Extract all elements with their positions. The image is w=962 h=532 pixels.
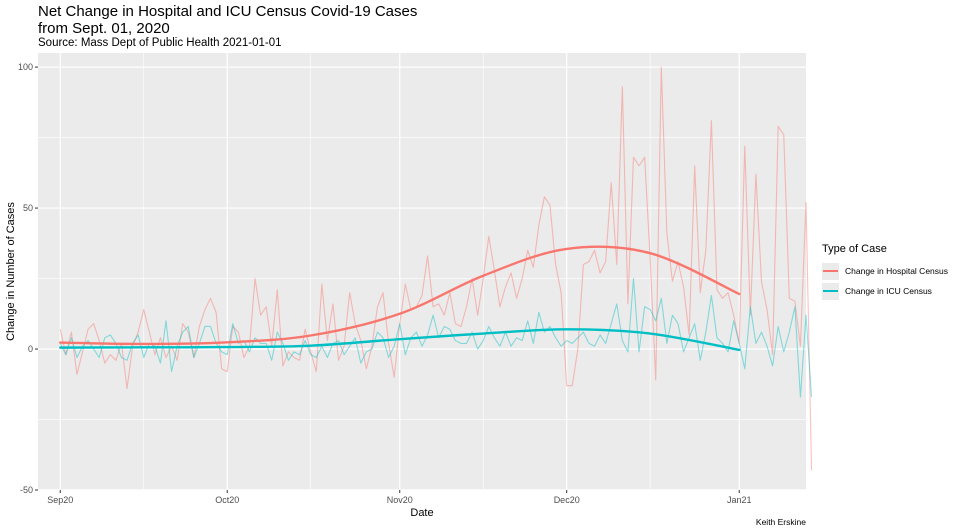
axis-ticks	[35, 66, 740, 493]
x-tick-label: Oct20	[215, 495, 239, 505]
chart-caption: Keith Erskine	[755, 517, 806, 527]
axis-tick-labels: Sep20 Oct20 Nov20 Dec20 Jan21 -50 0 50 100	[18, 62, 752, 505]
major-gridlines	[38, 53, 806, 491]
y-tick-label: 0	[28, 344, 33, 354]
x-tick-label: Nov20	[387, 495, 413, 505]
y-tick-label: 100	[18, 62, 33, 72]
x-tick-label: Sep20	[47, 495, 73, 505]
legend-item-hospital: Change in Hospital Census	[822, 261, 948, 281]
series-layer	[59, 66, 813, 471]
x-tick-label: Dec20	[554, 495, 580, 505]
legend-title: Type of Case	[822, 243, 887, 255]
icu-census-trend-line	[59, 328, 741, 352]
y-tick-label: 50	[23, 203, 33, 213]
legend-item-icu: Change in ICU Census	[822, 281, 948, 301]
minor-gridlines	[38, 53, 806, 490]
legend-key-icu	[822, 282, 839, 300]
hospital-census-trend-line	[59, 245, 741, 346]
legend-label-hospital: Change in Hospital Census	[845, 266, 949, 276]
icu-census-series-line	[59, 277, 813, 398]
legend-label-icu: Change in ICU Census	[845, 286, 932, 296]
y-tick-label: -50	[20, 485, 33, 495]
legend: Type of Case Change in Hospital Census C…	[822, 243, 948, 301]
chart-title-line-2: from Sept. 01, 2020	[38, 20, 170, 37]
x-tick-label: Jan21	[727, 495, 752, 505]
hospital-census-series-line	[59, 66, 813, 471]
plot-panel	[38, 53, 806, 490]
smooth-layer	[59, 245, 741, 352]
y-axis-title: Change in Number of Cases	[5, 202, 17, 341]
chart-title-line-1: Net Change in Hospital and ICU Census Co…	[38, 3, 418, 20]
chart-subtitle: Source: Mass Dept of Public Health 2021-…	[38, 37, 282, 49]
legend-key-hospital	[822, 262, 839, 280]
x-axis-title: Date	[410, 507, 433, 519]
